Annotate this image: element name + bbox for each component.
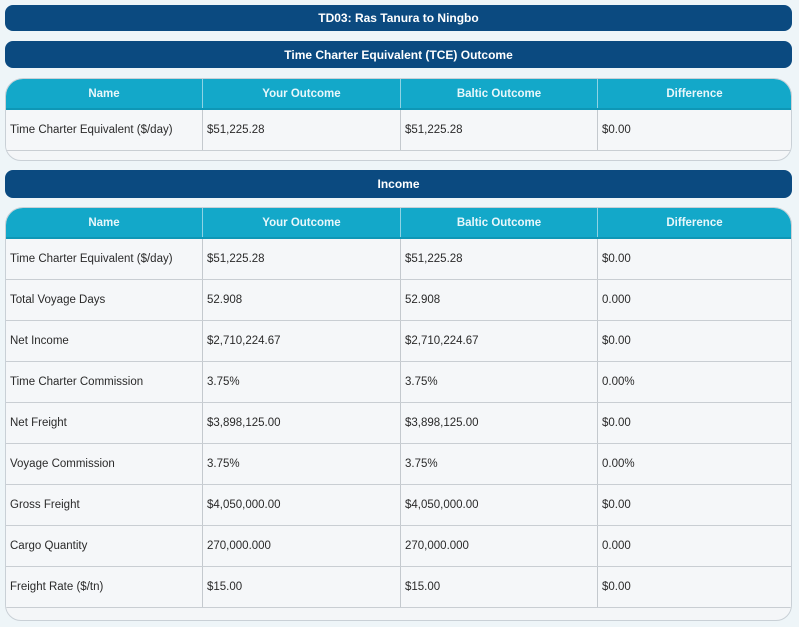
cell-difference: 0.00% xyxy=(597,443,791,485)
cell-your-outcome: 3.75% xyxy=(202,443,401,485)
cell-name: Time Charter Equivalent ($/day) xyxy=(6,109,203,151)
cell-name: Net Freight xyxy=(6,402,203,444)
table-row: Cargo Quantity 270,000.000 270,000.000 0… xyxy=(6,525,791,567)
cell-difference: $0.00 xyxy=(597,566,791,608)
table-row: Total Voyage Days 52.908 52.908 0.000 xyxy=(6,279,791,321)
table-row: Voyage Commission 3.75% 3.75% 0.00% xyxy=(6,443,791,485)
table-row: Time Charter Equivalent ($/day) $51,225.… xyxy=(6,109,791,151)
cell-your-outcome: $3,898,125.00 xyxy=(202,402,401,444)
cell-baltic-outcome: 270,000.000 xyxy=(400,525,598,567)
cell-difference: $0.00 xyxy=(597,320,791,362)
cell-name: Net Income xyxy=(6,320,203,362)
cell-difference: $0.00 xyxy=(597,402,791,444)
cell-name: Time Charter Equivalent ($/day) xyxy=(6,238,203,280)
cell-your-outcome: 52.908 xyxy=(202,279,401,321)
route-title: TD03: Ras Tanura to Ningbo xyxy=(318,11,479,25)
cell-baltic-outcome: $51,225.28 xyxy=(400,238,598,280)
cell-your-outcome: $51,225.28 xyxy=(202,109,401,151)
route-title-bar: TD03: Ras Tanura to Ningbo xyxy=(5,5,792,31)
cell-difference: 0.000 xyxy=(597,525,791,567)
cell-your-outcome: $15.00 xyxy=(202,566,401,608)
cell-name: Total Voyage Days xyxy=(6,279,203,321)
tce-table: Name Your Outcome Baltic Outcome Differe… xyxy=(6,79,791,151)
cell-difference: $0.00 xyxy=(597,484,791,526)
cell-name: Time Charter Commission xyxy=(6,361,203,403)
cell-baltic-outcome: $2,710,224.67 xyxy=(400,320,598,362)
cell-your-outcome: $4,050,000.00 xyxy=(202,484,401,526)
cell-baltic-outcome: $15.00 xyxy=(400,566,598,608)
income-section-header: Income xyxy=(5,170,792,198)
column-header-your-outcome: Your Outcome xyxy=(202,208,401,239)
cell-difference: 0.00% xyxy=(597,361,791,403)
cell-name: Gross Freight xyxy=(6,484,203,526)
cell-your-outcome: 270,000.000 xyxy=(202,525,401,567)
income-table-panel: Name Your Outcome Baltic Outcome Differe… xyxy=(5,207,792,621)
tce-table-panel: Name Your Outcome Baltic Outcome Differe… xyxy=(5,78,792,161)
cell-baltic-outcome: $4,050,000.00 xyxy=(400,484,598,526)
table-row: Net Income $2,710,224.67 $2,710,224.67 $… xyxy=(6,320,791,362)
cell-difference: $0.00 xyxy=(597,238,791,280)
cell-difference: $0.00 xyxy=(597,109,791,151)
tce-section-title: Time Charter Equivalent (TCE) Outcome xyxy=(284,47,513,62)
column-header-baltic-outcome: Baltic Outcome xyxy=(400,79,598,110)
cell-name: Freight Rate ($/tn) xyxy=(6,566,203,608)
table-row: Freight Rate ($/tn) $15.00 $15.00 $0.00 xyxy=(6,566,791,608)
table-row: Gross Freight $4,050,000.00 $4,050,000.0… xyxy=(6,484,791,526)
table-row: Time Charter Commission 3.75% 3.75% 0.00… xyxy=(6,361,791,403)
cell-your-outcome: 3.75% xyxy=(202,361,401,403)
table-row: Time Charter Equivalent ($/day) $51,225.… xyxy=(6,238,791,280)
tce-table-header-row: Name Your Outcome Baltic Outcome Differe… xyxy=(6,79,791,110)
cell-baltic-outcome: $51,225.28 xyxy=(400,109,598,151)
cell-baltic-outcome: 3.75% xyxy=(400,443,598,485)
column-header-difference: Difference xyxy=(597,79,791,110)
column-header-name: Name xyxy=(6,79,203,110)
tce-section-header: Time Charter Equivalent (TCE) Outcome xyxy=(5,41,792,68)
cell-baltic-outcome: 3.75% xyxy=(400,361,598,403)
income-table: Name Your Outcome Baltic Outcome Differe… xyxy=(6,208,791,608)
column-header-your-outcome: Your Outcome xyxy=(202,79,401,110)
income-table-header-row: Name Your Outcome Baltic Outcome Differe… xyxy=(6,208,791,239)
cell-baltic-outcome: 52.908 xyxy=(400,279,598,321)
income-section-title: Income xyxy=(377,177,420,191)
cell-difference: 0.000 xyxy=(597,279,791,321)
column-header-baltic-outcome: Baltic Outcome xyxy=(400,208,598,239)
cell-name: Voyage Commission xyxy=(6,443,203,485)
column-header-difference: Difference xyxy=(597,208,791,239)
table-row: Net Freight $3,898,125.00 $3,898,125.00 … xyxy=(6,402,791,444)
column-header-name: Name xyxy=(6,208,203,239)
cell-your-outcome: $2,710,224.67 xyxy=(202,320,401,362)
cell-your-outcome: $51,225.28 xyxy=(202,238,401,280)
cell-name: Cargo Quantity xyxy=(6,525,203,567)
cell-baltic-outcome: $3,898,125.00 xyxy=(400,402,598,444)
